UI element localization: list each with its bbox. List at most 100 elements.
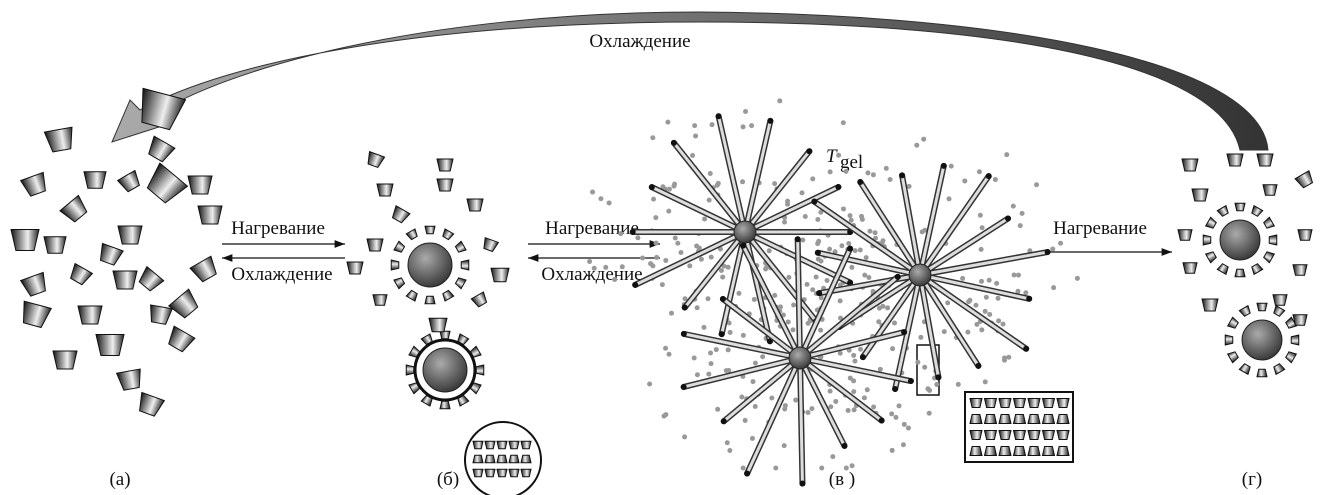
rod-core	[743, 120, 772, 233]
cyclodextrin	[1216, 204, 1229, 217]
cyclodextrin	[141, 87, 187, 131]
dot	[883, 165, 889, 171]
dot	[736, 290, 742, 296]
rod-core	[796, 239, 802, 359]
rod-end	[744, 470, 751, 477]
rod-end	[799, 480, 806, 487]
cyclodextrin	[1262, 184, 1278, 196]
cyclodextrin	[391, 205, 411, 224]
dot	[663, 345, 669, 351]
cyclodextrin	[1027, 430, 1041, 440]
dot	[818, 327, 824, 333]
rod-core	[683, 231, 747, 309]
micelle	[1202, 202, 1278, 278]
cyclodextrin	[70, 262, 94, 286]
cyclodextrin	[366, 238, 384, 252]
dot	[678, 249, 684, 255]
micelle-core	[1219, 219, 1261, 261]
rod-core	[859, 181, 922, 276]
dot	[819, 465, 825, 471]
dot	[857, 247, 863, 253]
cyclodextrin	[496, 468, 508, 478]
cyclodextrin	[1251, 263, 1264, 276]
dot	[727, 329, 733, 335]
cyclodextrin	[1202, 234, 1212, 246]
cyclodextrin	[998, 430, 1012, 440]
cyclodextrin	[496, 454, 508, 464]
cyclodextrin	[466, 198, 484, 212]
dot	[682, 434, 688, 440]
dot	[901, 421, 907, 427]
rod-end	[648, 184, 655, 191]
cyclodextrin	[472, 454, 484, 464]
dot	[827, 246, 833, 252]
dot	[992, 177, 998, 183]
dot	[977, 212, 983, 218]
cyclodextrin	[189, 255, 217, 283]
dot	[847, 213, 853, 219]
dot	[778, 304, 784, 310]
rod-core	[919, 273, 1028, 351]
dot	[782, 219, 788, 225]
dot	[1000, 321, 1006, 327]
dot	[1023, 290, 1029, 296]
dot	[750, 379, 756, 385]
dot	[849, 463, 855, 469]
rod-core	[743, 231, 772, 342]
cyclodextrin	[484, 454, 496, 464]
star-core	[788, 346, 812, 370]
dot	[1074, 275, 1080, 281]
dot	[994, 280, 1000, 286]
star-core	[733, 220, 757, 244]
cyclodextrin	[998, 398, 1012, 408]
dot	[965, 329, 971, 335]
cyclodextrin	[346, 261, 364, 275]
rod-core	[861, 274, 922, 358]
cyclodextrin	[150, 304, 173, 325]
dot	[862, 272, 868, 278]
cyclodextrin	[520, 454, 532, 464]
dot	[618, 231, 624, 237]
cyclodextrin	[376, 183, 394, 197]
dot	[885, 305, 891, 311]
dot	[815, 256, 821, 262]
cyclodextrin	[454, 277, 467, 290]
rod-core	[741, 244, 802, 359]
panel-label: (в )	[829, 469, 855, 490]
dot	[694, 305, 700, 311]
micelle	[405, 330, 485, 410]
dot	[1017, 223, 1023, 229]
rod-end	[1023, 345, 1030, 352]
rod-core	[672, 141, 747, 233]
dot	[837, 298, 843, 304]
cyclodextrin	[983, 430, 998, 440]
cyclodextrin	[483, 236, 500, 253]
dot	[887, 176, 893, 182]
dot	[705, 296, 711, 302]
dot	[1004, 152, 1010, 158]
dot	[752, 360, 758, 366]
cyclodextrin	[19, 171, 46, 197]
micelle	[1224, 302, 1300, 378]
cyclodextrin	[1273, 304, 1286, 317]
dot	[849, 264, 855, 270]
cyclodextrin	[1201, 298, 1219, 312]
cyclodextrin	[457, 333, 470, 346]
cyclodextrin	[420, 333, 433, 346]
dot	[892, 320, 898, 326]
rod-core	[798, 357, 804, 484]
dot	[743, 108, 749, 114]
rod-end	[811, 198, 818, 205]
dot	[852, 248, 858, 254]
dot	[890, 346, 896, 352]
cyclodextrin	[1256, 302, 1268, 312]
rod-end	[681, 304, 688, 311]
dot	[706, 197, 712, 203]
dot	[702, 216, 708, 222]
dot	[865, 170, 871, 176]
rod-end	[720, 418, 727, 425]
rod-core	[798, 248, 852, 359]
cyclodextrin	[22, 300, 52, 329]
cyclodextrin	[1263, 251, 1276, 264]
dot	[1034, 182, 1040, 188]
